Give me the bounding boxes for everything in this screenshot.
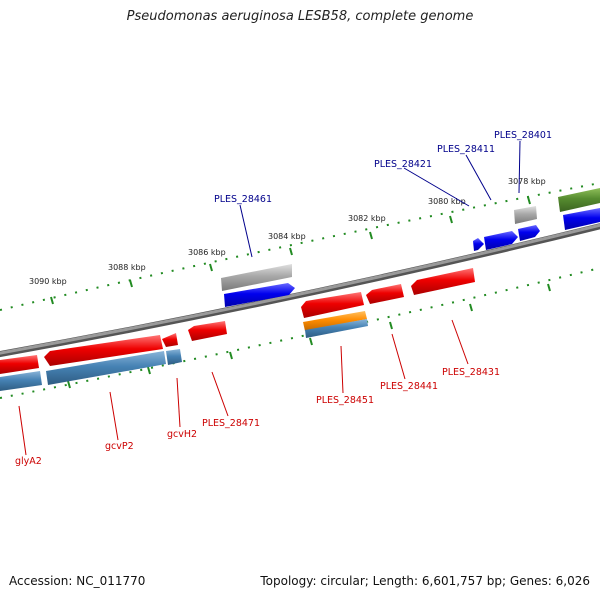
scale-label: 3084 kbp: [268, 232, 306, 241]
pseudogene-feature[interactable]: [221, 264, 292, 291]
cds-feature[interactable]: [224, 283, 295, 307]
steel-feature[interactable]: [305, 319, 368, 338]
gene-label[interactable]: gcvP2: [105, 441, 134, 452]
cds-feature[interactable]: [411, 268, 475, 295]
steel-feature[interactable]: [166, 349, 182, 365]
gene-label[interactable]: PLES_28461: [214, 194, 272, 205]
gene-label[interactable]: PLES_28401: [494, 130, 552, 141]
gene-label[interactable]: PLES_28451: [316, 395, 374, 406]
cds-feature[interactable]: [366, 284, 404, 304]
cds-feature[interactable]: [301, 292, 364, 318]
rna-feature[interactable]: [558, 188, 600, 212]
cds-feature[interactable]: [162, 333, 178, 347]
gene-label[interactable]: glyA2: [15, 456, 42, 467]
cds-feature[interactable]: [188, 321, 227, 341]
gene-label[interactable]: PLES_28411: [437, 144, 495, 155]
map-title: Pseudomonas aeruginosa LESB58, complete …: [126, 9, 474, 24]
cds-feature[interactable]: [563, 208, 600, 230]
scale-label: 3090 kbp: [29, 277, 67, 286]
outer-scale-ring: [0, 182, 600, 311]
gene-label[interactable]: PLES_28421: [374, 159, 432, 170]
gene-label[interactable]: PLES_28471: [202, 418, 260, 429]
scale-label: 3088 kbp: [108, 263, 146, 272]
orange-feature[interactable]: [303, 311, 367, 331]
scale-label: 3086 kbp: [188, 248, 226, 257]
cds-feature[interactable]: [518, 225, 540, 241]
accession-label: Accession: NC_011770: [9, 574, 146, 588]
gene-label[interactable]: PLES_28431: [442, 367, 500, 378]
gene-label[interactable]: gcvH2: [167, 429, 197, 440]
pseudogene-feature[interactable]: [514, 206, 537, 224]
cds-feature[interactable]: [44, 335, 163, 366]
inner-scale-ring: [0, 267, 600, 399]
gene-label[interactable]: PLES_28441: [380, 381, 438, 392]
reverse-leader-lines: [18, 319, 469, 456]
steel-feature[interactable]: [0, 371, 42, 391]
topology-label: Topology: circular; Length: 6,601,757 bp…: [260, 574, 590, 588]
cds-feature[interactable]: [473, 238, 484, 251]
scale-label: 3082 kbp: [348, 214, 386, 223]
cds-feature[interactable]: [0, 355, 39, 374]
scale-label: 3078 kbp: [508, 177, 546, 186]
forward-leader-lines: [239, 140, 521, 258]
scale-label: 3080 kbp: [428, 197, 466, 206]
steel-feature[interactable]: [46, 351, 166, 385]
cds-feature[interactable]: [484, 231, 518, 250]
